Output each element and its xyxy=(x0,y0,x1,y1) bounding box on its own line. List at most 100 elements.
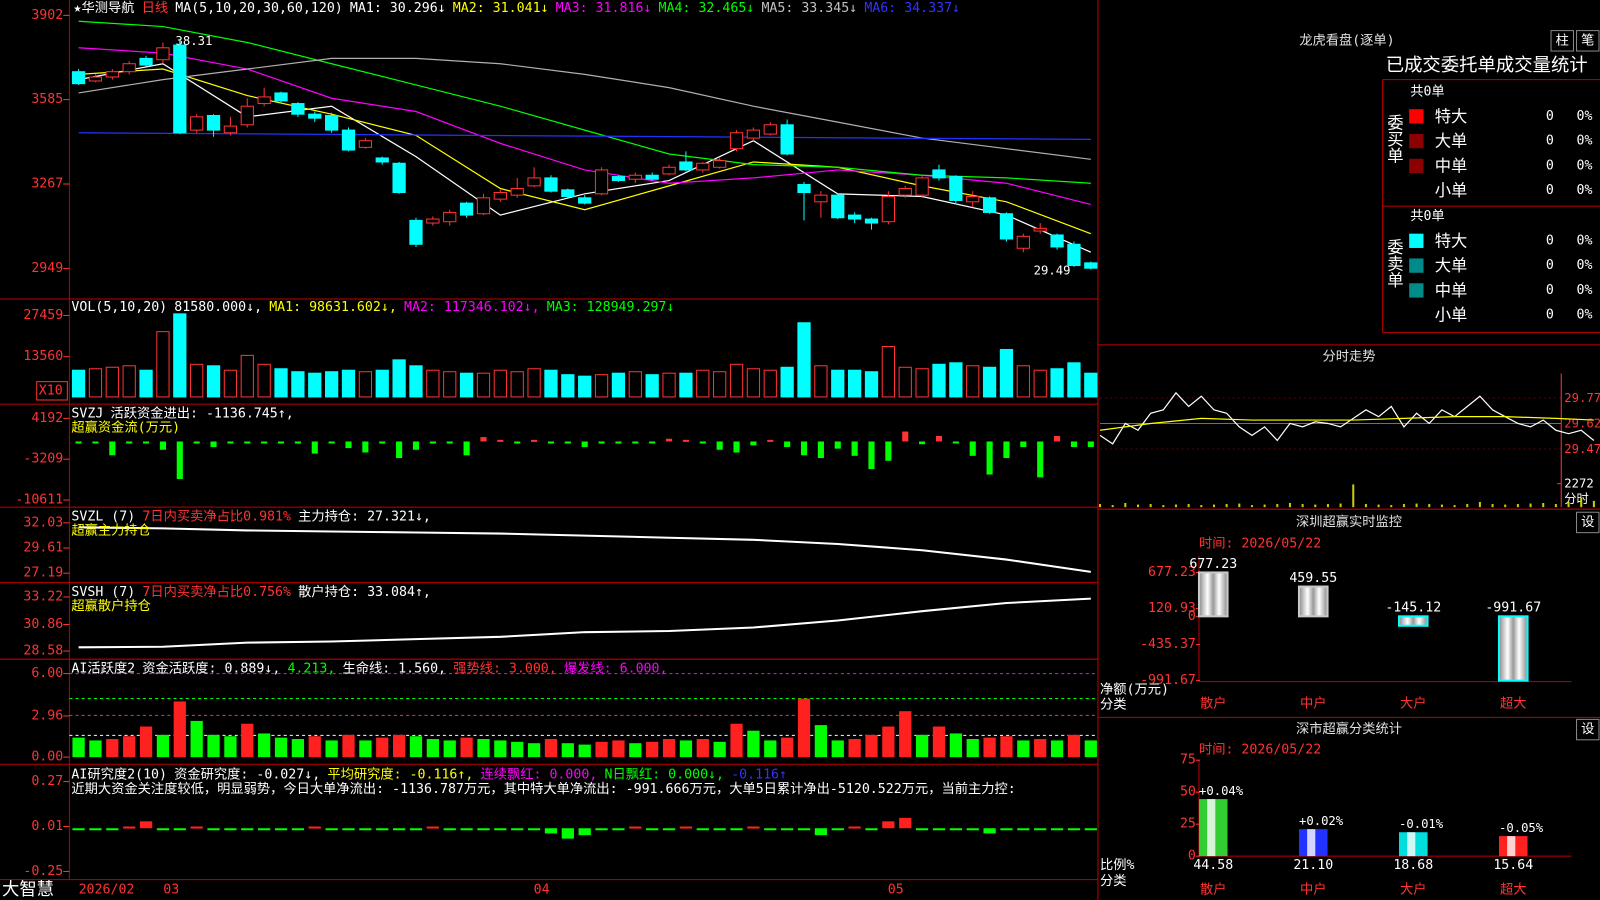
candle-body xyxy=(190,116,204,131)
header-item: MA2: 117346.102↓, xyxy=(404,300,540,315)
research-bar xyxy=(797,828,811,831)
order-name: 小单 xyxy=(1435,306,1468,325)
button-frame[interactable] xyxy=(1550,30,1574,52)
indicator-header: AI研究度2(10) 资金研究度: -0.027↓, 平均研究度: -0.116↑,… xyxy=(71,766,787,782)
volume-bar xyxy=(510,371,524,398)
candle-body xyxy=(105,71,119,78)
button-frame[interactable] xyxy=(1576,30,1600,52)
candle-body xyxy=(645,174,659,180)
net-bar xyxy=(1197,571,1229,618)
flow-bar xyxy=(817,441,824,459)
category-label: 大户 xyxy=(1400,695,1427,712)
activity-bar xyxy=(578,744,591,758)
y-tick-label: 2.96 xyxy=(31,708,63,723)
candle-body xyxy=(274,92,288,102)
order-swatch xyxy=(1409,258,1424,273)
ratio-bar-stripe xyxy=(1207,799,1216,857)
order-count: 0 xyxy=(1546,258,1554,273)
activity-bar xyxy=(426,739,439,758)
holding-line xyxy=(78,597,1091,649)
flow-bar xyxy=(244,441,251,444)
flow-bar xyxy=(868,441,875,470)
candle-body xyxy=(510,188,524,196)
research-bar xyxy=(865,828,878,831)
volume-bar xyxy=(426,369,440,398)
research-bar xyxy=(646,828,659,831)
button[interactable]: 笔 xyxy=(1581,32,1594,48)
research-bar xyxy=(781,828,794,831)
activity-bar xyxy=(173,701,186,758)
vol-unit: 分时 xyxy=(1564,492,1588,506)
order-count: 0 xyxy=(1546,183,1554,198)
research-bar xyxy=(561,828,574,839)
candle-body xyxy=(881,195,895,223)
research-bar xyxy=(915,828,929,831)
candle-body xyxy=(679,161,693,171)
research-bar xyxy=(443,828,456,831)
research-bar xyxy=(359,828,372,831)
volume-bar xyxy=(729,363,744,398)
y-tick-label: 0.27 xyxy=(31,774,63,789)
y-tick-label: 3585 xyxy=(31,92,63,107)
activity-bar xyxy=(106,739,119,758)
volume-bar xyxy=(578,375,592,398)
volume-bar xyxy=(240,354,254,398)
candle-body xyxy=(999,213,1014,240)
button-frame[interactable] xyxy=(1576,718,1600,741)
candle-body xyxy=(308,113,322,119)
value-label: 459.55 xyxy=(1289,571,1337,586)
research-bar xyxy=(426,826,439,829)
activity-bar xyxy=(139,726,153,758)
order-side: 委卖单 xyxy=(1384,239,1403,288)
header-item: 生命线: 1.560, xyxy=(342,659,446,676)
volume-bar xyxy=(476,372,491,398)
flow-bar xyxy=(311,441,318,454)
header-item: 81580.000↓, xyxy=(174,300,262,315)
candle-body xyxy=(915,177,929,196)
candle-body xyxy=(831,194,845,219)
ratio-bar-stripe xyxy=(1507,836,1516,857)
order-name: 小单 xyxy=(1435,181,1468,200)
order-total: 共0单 xyxy=(1410,83,1444,99)
flow-bar xyxy=(952,441,959,444)
activity-bar xyxy=(72,737,85,758)
button-frame[interactable] xyxy=(1576,511,1600,534)
activity-bar xyxy=(1034,739,1047,758)
order-name: 特大 xyxy=(1435,107,1468,126)
flow-bar xyxy=(429,441,436,444)
time-label: 时间: 2026/05/22 xyxy=(1199,742,1321,758)
candle-body xyxy=(729,132,744,150)
button[interactable]: 柱 xyxy=(1556,32,1569,48)
activity-bar xyxy=(258,733,271,758)
button[interactable]: 设 xyxy=(1581,721,1594,737)
flow-bar xyxy=(733,441,740,453)
research-bar xyxy=(376,828,389,831)
button[interactable]: 设 xyxy=(1581,514,1594,530)
header-item: N日飘红: 0.000↓, xyxy=(604,766,724,782)
candle-body xyxy=(257,96,271,105)
indicator-header: ★华测导航 日线 MA(5,10,20,30,60,120) MA1: 30.296↓… xyxy=(73,0,960,16)
y-tick-label: -3209 xyxy=(23,452,63,467)
category-label: 散户 xyxy=(1200,880,1227,897)
flow-bar xyxy=(581,441,588,447)
volume-bar xyxy=(105,366,119,398)
activity-bar xyxy=(443,740,456,758)
activity-bar xyxy=(1000,736,1013,758)
volume-bar xyxy=(206,365,221,398)
flow-bar xyxy=(261,441,268,444)
panel-title: 深市超赢分类统计 xyxy=(1296,720,1402,737)
flow-bar xyxy=(142,441,150,444)
activity-bar xyxy=(477,739,490,758)
header-item: 活跃资金进出: -1136.745↑, xyxy=(110,405,293,421)
header-item: 散户持仓: 33.084↑, xyxy=(298,582,431,599)
indicator-header: 超赢散户持仓 xyxy=(71,597,151,614)
y-tick-label: 29.47 xyxy=(1564,442,1600,456)
header-item: SVZL (7) xyxy=(71,509,135,524)
activity-bar xyxy=(595,741,608,758)
candle-body xyxy=(578,197,592,204)
y-tick-label: 75 xyxy=(1180,753,1196,768)
research-bar xyxy=(106,828,119,831)
volume-bar xyxy=(544,369,558,398)
activity-bar xyxy=(511,741,524,758)
header-item: 超赢资金流(万元) xyxy=(71,418,180,435)
